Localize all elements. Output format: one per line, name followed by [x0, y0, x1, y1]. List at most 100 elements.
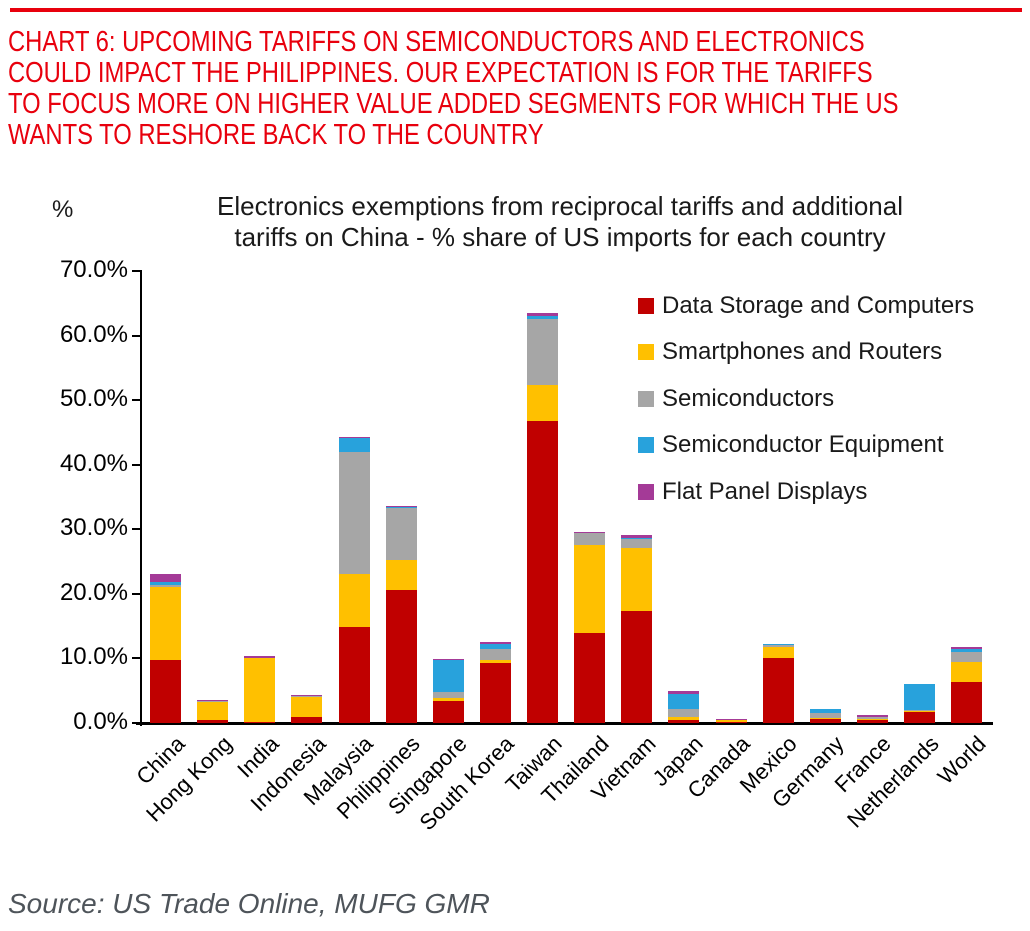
y-tick-label: 40.0%	[59, 449, 128, 477]
legend-swatch	[638, 390, 654, 407]
legend-label: Data Storage and Computers	[662, 292, 975, 319]
bar-singapore	[432, 660, 464, 692]
y-tick-label: 20.0%	[59, 578, 128, 606]
bar-france	[856, 719, 888, 723]
bar-south-korea	[479, 648, 511, 661]
bar-singapore	[432, 659, 464, 661]
y-tick-label: 30.0%	[59, 514, 128, 542]
bar-canada	[715, 720, 747, 723]
bar-vietnam	[621, 548, 653, 612]
legend-item: Data Storage and Computers	[638, 292, 974, 320]
bar-hong-kong	[197, 702, 229, 720]
bar-netherlands	[904, 709, 936, 711]
bar-india	[244, 721, 276, 723]
bar-thailand	[574, 531, 606, 533]
bar-china	[150, 574, 182, 583]
top-rule	[10, 8, 1022, 12]
legend-label: Semiconductor Equipment	[662, 431, 944, 459]
bar-vietnam	[621, 611, 653, 723]
bar-indonesia	[291, 716, 323, 723]
bar-thailand	[574, 632, 606, 723]
legend-item: Semiconductor Equipment	[638, 431, 943, 459]
legend-item: Smartphones and Routers	[638, 338, 942, 366]
y-tick	[132, 722, 140, 724]
legend-label: Smartphones and Routers	[662, 338, 943, 366]
bar-singapore	[432, 692, 464, 699]
legend-item: Semiconductors	[638, 385, 834, 413]
y-tick-label: 70.0%	[59, 256, 128, 283]
y-tick	[132, 657, 140, 660]
bar-china	[150, 585, 182, 588]
bar-malaysia	[338, 438, 370, 452]
legend-label: Semiconductors	[662, 384, 835, 412]
bar-japan	[668, 709, 700, 718]
bar-taiwan	[527, 312, 559, 317]
y-tick-label: 60.0%	[59, 320, 128, 348]
bar-thailand	[574, 533, 606, 546]
y-tick-label: 10.0%	[59, 643, 128, 671]
bar-germany	[809, 717, 841, 720]
bar-taiwan	[527, 384, 559, 422]
bar-world	[951, 651, 983, 662]
bar-mexico	[762, 647, 794, 659]
bar-canada	[715, 719, 747, 721]
legend-swatch	[638, 298, 654, 314]
bar-japan	[668, 717, 700, 720]
bar-canada	[715, 721, 747, 723]
bar-japan	[668, 691, 700, 694]
bar-philippines	[385, 506, 417, 508]
bar-indonesia	[291, 694, 323, 696]
bar-germany	[809, 719, 841, 723]
bar-south-korea	[479, 641, 511, 644]
bar-hong-kong	[197, 719, 229, 723]
bar-japan	[668, 719, 700, 723]
bar-world	[951, 646, 983, 650]
bar-france	[856, 718, 888, 720]
bar-taiwan	[527, 421, 559, 723]
bar-world	[951, 682, 983, 723]
y-tick	[132, 399, 140, 402]
bar-vietnam	[621, 535, 653, 539]
bar-france	[856, 717, 888, 720]
bar-india	[244, 656, 276, 658]
bar-france	[856, 715, 888, 717]
y-tick	[132, 463, 140, 466]
legend-swatch	[638, 483, 654, 500]
legend-swatch	[638, 437, 654, 454]
bar-thailand	[574, 545, 606, 633]
bar-world	[951, 649, 983, 652]
bar-south-korea	[479, 660, 511, 663]
bar-india	[244, 657, 276, 723]
bar-hong-kong	[197, 701, 229, 703]
y-tick	[132, 334, 140, 337]
y-tick	[132, 592, 140, 595]
bar-philippines	[385, 589, 417, 723]
bar-malaysia	[338, 574, 370, 627]
bar-germany	[809, 713, 841, 718]
bar-singapore	[432, 701, 464, 723]
bar-china	[150, 587, 182, 661]
bar-malaysia	[338, 437, 370, 439]
bar-mexico	[762, 643, 794, 645]
bar-hong-kong	[197, 699, 229, 702]
bar-philippines	[385, 505, 417, 507]
bar-indonesia	[291, 695, 323, 697]
y-axis-line	[140, 270, 142, 726]
bar-south-korea	[479, 662, 511, 723]
bar-taiwan	[527, 316, 559, 320]
bar-taiwan	[527, 319, 559, 385]
x-axis-line	[136, 722, 993, 725]
source-note: Source: US Trade Online, MUFG GMR	[8, 888, 490, 919]
y-tick-label: 0.0%	[73, 708, 128, 735]
bar-malaysia	[338, 451, 370, 575]
bar-south-korea	[479, 643, 511, 649]
bar-mexico	[762, 644, 794, 648]
bar-germany	[809, 708, 841, 714]
chart-heading: CHART 6: UPCOMING TARIFFS ON SEMICONDUCT…	[8, 26, 899, 151]
bar-vietnam	[621, 537, 653, 539]
bar-philippines	[385, 507, 417, 560]
bar-netherlands	[904, 710, 936, 712]
y-tick	[132, 270, 140, 272]
